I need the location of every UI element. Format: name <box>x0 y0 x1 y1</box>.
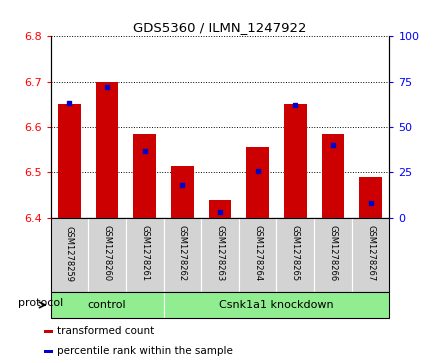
Text: percentile rank within the sample: percentile rank within the sample <box>57 346 233 356</box>
Text: GSM1278261: GSM1278261 <box>140 225 149 282</box>
Bar <box>44 350 53 353</box>
Text: GSM1278263: GSM1278263 <box>216 225 224 282</box>
Bar <box>51 292 164 318</box>
Text: GSM1278266: GSM1278266 <box>328 225 337 282</box>
Bar <box>58 105 81 218</box>
Bar <box>201 218 239 292</box>
Text: GSM1278264: GSM1278264 <box>253 225 262 282</box>
Bar <box>314 218 352 292</box>
Bar <box>133 134 156 218</box>
Bar <box>171 166 194 218</box>
Bar <box>239 218 276 292</box>
Bar <box>51 218 88 292</box>
Text: Csnk1a1 knockdown: Csnk1a1 knockdown <box>219 300 334 310</box>
Bar <box>126 218 164 292</box>
Bar <box>246 147 269 218</box>
Text: protocol: protocol <box>18 298 63 308</box>
Bar <box>322 134 344 218</box>
Bar <box>352 218 389 292</box>
Text: transformed count: transformed count <box>57 326 154 336</box>
Text: GSM1278267: GSM1278267 <box>366 225 375 282</box>
Text: GSM1278260: GSM1278260 <box>103 225 112 282</box>
Title: GDS5360 / ILMN_1247922: GDS5360 / ILMN_1247922 <box>133 21 307 34</box>
Bar <box>284 105 307 218</box>
Bar <box>44 330 53 333</box>
Bar <box>359 177 382 218</box>
Text: GSM1278265: GSM1278265 <box>291 225 300 282</box>
Bar <box>88 218 126 292</box>
Bar <box>164 218 201 292</box>
Text: GSM1278262: GSM1278262 <box>178 225 187 282</box>
Bar <box>96 82 118 218</box>
Bar <box>164 292 389 318</box>
Bar <box>276 218 314 292</box>
Text: control: control <box>88 300 126 310</box>
Text: GSM1278259: GSM1278259 <box>65 225 74 282</box>
Bar <box>209 200 231 218</box>
